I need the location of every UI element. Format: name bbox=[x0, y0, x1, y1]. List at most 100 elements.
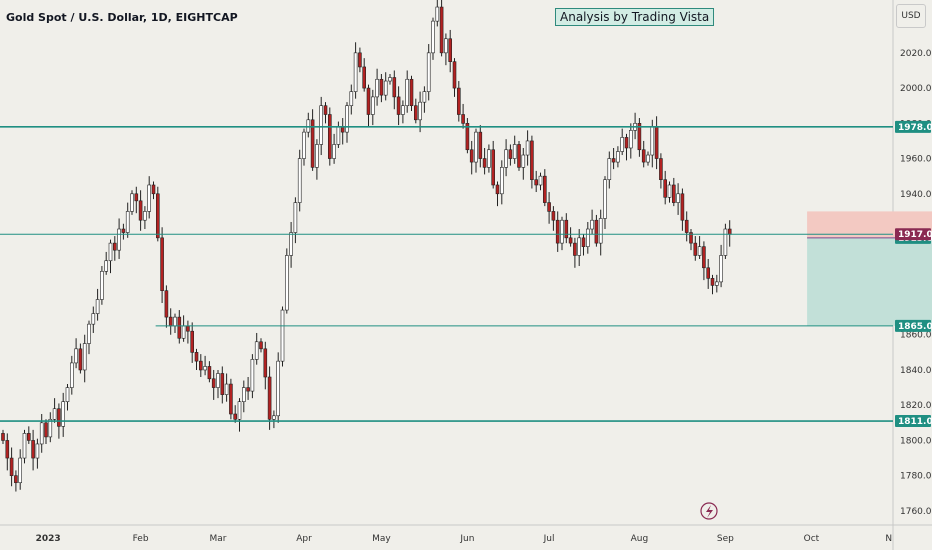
candle-body bbox=[598, 218, 603, 244]
bearish-candle bbox=[168, 308, 173, 335]
candle-body bbox=[439, 6, 444, 54]
bullish-candle bbox=[616, 146, 620, 168]
candle-body bbox=[207, 366, 212, 380]
price-tag-text: 1865.00 bbox=[898, 322, 932, 332]
candle-body bbox=[44, 422, 48, 438]
bearish-candle bbox=[177, 310, 182, 344]
candle-body bbox=[564, 219, 569, 239]
bullish-candle bbox=[525, 130, 530, 166]
x-tick-label: Jul bbox=[543, 534, 555, 544]
candle-body bbox=[714, 281, 719, 286]
bullish-candle bbox=[22, 429, 27, 464]
candle-body bbox=[663, 179, 668, 198]
candle-body bbox=[52, 408, 57, 420]
level-price-tag: 1978.00 bbox=[895, 120, 932, 133]
bullish-candle bbox=[52, 398, 57, 423]
x-tick-label: Oct bbox=[804, 534, 820, 544]
candle-body bbox=[710, 278, 715, 286]
candle-body bbox=[216, 373, 220, 388]
candle-body bbox=[177, 316, 182, 339]
bearish-candle bbox=[233, 405, 237, 423]
candle-body bbox=[641, 149, 646, 163]
y-tick-label: 2000.00 bbox=[900, 84, 932, 94]
candle-body bbox=[401, 105, 405, 115]
bullish-candle bbox=[18, 449, 23, 490]
bullish-candle bbox=[388, 73, 392, 85]
bearish-candle bbox=[530, 135, 534, 189]
bullish-candle bbox=[250, 354, 255, 399]
bearish-candle bbox=[366, 84, 371, 127]
candle-body bbox=[5, 440, 10, 459]
bearish-candle bbox=[327, 107, 332, 166]
candle-body bbox=[302, 131, 306, 159]
candle-body bbox=[65, 387, 70, 402]
bearish-candle bbox=[482, 147, 487, 175]
x-tick-label: N bbox=[885, 534, 892, 544]
x-tick-label: Sep bbox=[717, 534, 734, 544]
candle-body bbox=[727, 228, 732, 235]
candle-body bbox=[702, 246, 706, 269]
candle-body bbox=[594, 219, 599, 244]
take-profit-zone bbox=[807, 237, 932, 326]
bearish-candle bbox=[624, 133, 629, 161]
price-tag-text: 1811.00 bbox=[898, 417, 932, 427]
candle-body bbox=[14, 475, 18, 484]
candle-body bbox=[530, 140, 534, 180]
candle-body bbox=[418, 101, 422, 121]
candle-body bbox=[194, 352, 199, 362]
bullish-candle bbox=[607, 151, 612, 189]
bearish-candle bbox=[611, 147, 616, 170]
bearish-candle bbox=[495, 181, 500, 207]
bearish-candle bbox=[190, 322, 194, 363]
x-tick-label: May bbox=[372, 534, 391, 544]
bearish-candle bbox=[547, 192, 551, 224]
bearish-candle bbox=[534, 170, 539, 193]
candle-body bbox=[521, 154, 526, 168]
bearish-candle bbox=[156, 186, 160, 242]
candle-body bbox=[456, 87, 461, 115]
bearish-candle bbox=[573, 237, 577, 268]
candle-body bbox=[508, 149, 513, 159]
candle-body bbox=[108, 242, 113, 262]
x-tick-label: Aug bbox=[631, 534, 649, 544]
bearish-candle bbox=[452, 58, 457, 97]
bullish-candle bbox=[353, 42, 358, 99]
bullish-candle bbox=[61, 392, 66, 437]
events-icon-circle bbox=[700, 502, 718, 520]
candle-body bbox=[560, 219, 564, 244]
candle-body bbox=[671, 184, 676, 203]
bearish-candle bbox=[671, 177, 676, 207]
candle-body bbox=[284, 255, 289, 311]
candle-body bbox=[542, 175, 547, 203]
candle-body bbox=[624, 137, 629, 149]
bullish-candle bbox=[444, 33, 448, 66]
price-tag-text: 1978.00 bbox=[898, 123, 932, 133]
bullish-candle bbox=[598, 209, 603, 256]
events-icon-bolt bbox=[706, 505, 713, 518]
bullish-candle bbox=[293, 197, 298, 244]
candle-body bbox=[504, 149, 508, 168]
candle-body bbox=[233, 413, 237, 420]
candle-body bbox=[220, 373, 225, 395]
candle-body bbox=[246, 387, 250, 392]
candle-body bbox=[48, 418, 53, 438]
candle-body bbox=[315, 144, 319, 168]
bearish-candle bbox=[194, 348, 199, 370]
candle-body bbox=[603, 179, 607, 219]
bearish-candle bbox=[693, 236, 698, 261]
candle-body bbox=[186, 325, 190, 332]
bearish-candle bbox=[710, 274, 715, 295]
candle-body bbox=[35, 443, 40, 459]
candle-body bbox=[650, 126, 655, 156]
bearish-candle bbox=[26, 426, 31, 444]
currency-button[interactable]: USD bbox=[896, 4, 926, 28]
candle-body bbox=[332, 144, 336, 159]
bullish-candle bbox=[504, 139, 508, 177]
candle-body bbox=[199, 360, 203, 371]
bearish-candle bbox=[229, 378, 233, 420]
candle-body bbox=[465, 123, 470, 151]
candle-body bbox=[134, 193, 139, 202]
bullish-candle bbox=[628, 123, 633, 159]
